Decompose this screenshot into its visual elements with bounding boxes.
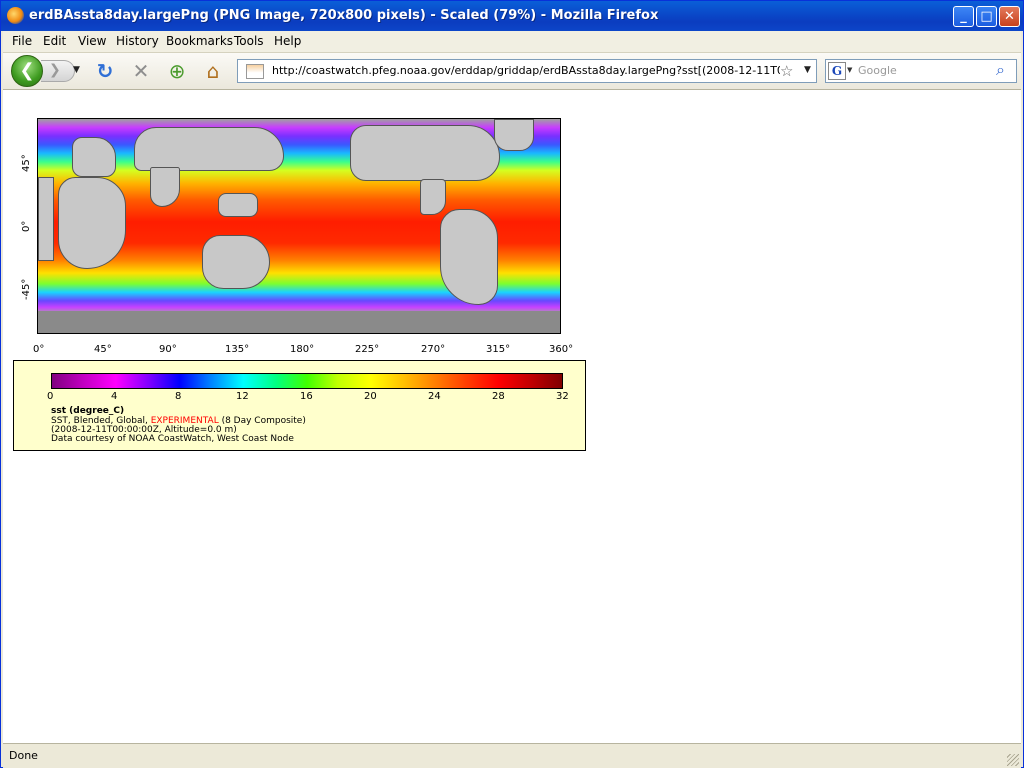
x-tick-label: 0° bbox=[33, 344, 45, 355]
home-icon[interactable]: ⌂ bbox=[206, 59, 220, 83]
map-legend: 0 4 8 12 16 20 24 28 32 sst (degree_C) S… bbox=[13, 360, 586, 451]
land-africa-west bbox=[38, 177, 54, 261]
x-tick-label: 45° bbox=[94, 344, 112, 355]
land-europe bbox=[72, 137, 116, 177]
colorbar-tick: 20 bbox=[364, 391, 377, 402]
x-tick-label: 180° bbox=[290, 344, 315, 355]
back-button[interactable]: ❮ bbox=[11, 55, 43, 87]
colorbar bbox=[51, 373, 563, 389]
site-identity-icon[interactable] bbox=[246, 64, 264, 79]
maximize-button[interactable]: □ bbox=[976, 6, 997, 27]
maximize-icon: □ bbox=[980, 9, 993, 24]
close-icon: ✕ bbox=[1004, 9, 1015, 24]
engine-dropdown-icon[interactable]: ▼ bbox=[847, 66, 853, 74]
legend-desc-prefix: SST, Blended, Global, bbox=[51, 416, 151, 426]
title-bar: erdBAssta8day.largePng (PNG Image, 720x8… bbox=[1, 1, 1023, 31]
land-north-america bbox=[350, 125, 500, 181]
colorbar-tick: 32 bbox=[556, 391, 569, 402]
experimental-flag: EXPERIMENTAL bbox=[150, 416, 219, 426]
x-tick-label: 315° bbox=[486, 344, 511, 355]
colorbar-tick: 0 bbox=[47, 391, 54, 402]
stop-icon[interactable]: ✕ bbox=[132, 59, 150, 83]
y-tick-label: -45° bbox=[21, 278, 32, 300]
colorbar-tick: 4 bbox=[111, 391, 118, 402]
status-bar: Done bbox=[3, 743, 1021, 768]
land-south-america bbox=[440, 209, 498, 305]
x-tick-label: 90° bbox=[159, 344, 177, 355]
menu-bar: File Edit View History Bookmarks Tools H… bbox=[3, 31, 1021, 53]
minimize-icon: _ bbox=[960, 9, 967, 24]
reload-icon[interactable]: ↻ bbox=[96, 59, 114, 83]
land-eurasia bbox=[134, 127, 284, 171]
colorbar-tick: 12 bbox=[236, 391, 249, 402]
colorbar-tick: 28 bbox=[492, 391, 505, 402]
colorbar-tick: 24 bbox=[428, 391, 441, 402]
resize-grip[interactable] bbox=[1007, 754, 1019, 766]
colorbar-tick: 8 bbox=[175, 391, 182, 402]
status-text: Done bbox=[9, 749, 38, 762]
menu-edit[interactable]: Edit bbox=[43, 34, 67, 48]
menu-tools[interactable]: Tools bbox=[234, 34, 264, 48]
sst-map bbox=[37, 118, 561, 334]
land-antarctica bbox=[38, 311, 560, 333]
legend-variable: sst (degree_C) bbox=[51, 406, 125, 416]
menu-bookmarks[interactable]: Bookmarks bbox=[166, 34, 234, 48]
url-text[interactable]: http://coastwatch.pfeg.noaa.gov/erddap/g… bbox=[272, 64, 780, 77]
bookmark-star-icon[interactable]: ☆ bbox=[780, 62, 794, 80]
land-greenland bbox=[494, 119, 534, 151]
minimize-button[interactable]: _ bbox=[953, 6, 974, 27]
search-bar[interactable]: G ▼ Google ⌕ bbox=[825, 59, 1017, 83]
new-tab-icon[interactable]: ⊕ bbox=[168, 59, 186, 83]
y-tick-label: 0° bbox=[21, 220, 32, 232]
close-button[interactable]: ✕ bbox=[999, 6, 1020, 27]
y-tick-label: 45° bbox=[21, 154, 32, 172]
history-dropdown-icon[interactable]: ▼ bbox=[73, 65, 80, 75]
land-africa bbox=[58, 177, 126, 269]
search-icon[interactable]: ⌕ bbox=[996, 60, 1005, 79]
search-input[interactable]: Google bbox=[858, 64, 897, 77]
menu-help[interactable]: Help bbox=[274, 34, 302, 48]
forward-icon: ❯ bbox=[49, 62, 61, 78]
page-content: 45° 0° -45° 0° 45° 90° 135° 180° 225° 27… bbox=[3, 90, 1021, 743]
x-tick-label: 225° bbox=[355, 344, 380, 355]
address-bar[interactable]: http://coastwatch.pfeg.noaa.gov/erddap/g… bbox=[237, 59, 817, 83]
menu-history[interactable]: History bbox=[116, 34, 159, 48]
url-dropdown-icon[interactable]: ▼ bbox=[804, 65, 811, 75]
google-engine-icon[interactable]: G bbox=[828, 62, 846, 80]
legend-description: SST, Blended, Global, EXPERIMENTAL (8 Da… bbox=[51, 416, 306, 426]
forward-button[interactable]: ❯ bbox=[41, 60, 75, 82]
colorbar-tick: 16 bbox=[300, 391, 313, 402]
navigation-toolbar: ❯ ❮ ▼ ↻ ✕ ⊕ ⌂ http://coastwatch.pfeg.noa… bbox=[3, 53, 1021, 90]
land-central-america bbox=[420, 179, 446, 215]
x-tick-label: 360° bbox=[549, 344, 574, 355]
back-icon: ❮ bbox=[19, 60, 35, 81]
menu-file[interactable]: File bbox=[12, 34, 33, 48]
legend-credit: Data courtesy of NOAA CoastWatch, West C… bbox=[51, 434, 294, 444]
window-title: erdBAssta8day.largePng (PNG Image, 720x8… bbox=[29, 8, 659, 23]
land-indonesia bbox=[218, 193, 258, 217]
x-tick-label: 270° bbox=[421, 344, 446, 355]
land-australia bbox=[202, 235, 270, 289]
land-india bbox=[150, 167, 180, 207]
x-tick-label: 135° bbox=[225, 344, 250, 355]
firefox-icon bbox=[7, 7, 24, 24]
legend-desc-suffix: (8 Day Composite) bbox=[218, 416, 306, 426]
legend-time: (2008-12-11T00:00:00Z, Altitude=0.0 m) bbox=[51, 425, 237, 435]
menu-view[interactable]: View bbox=[78, 34, 107, 48]
